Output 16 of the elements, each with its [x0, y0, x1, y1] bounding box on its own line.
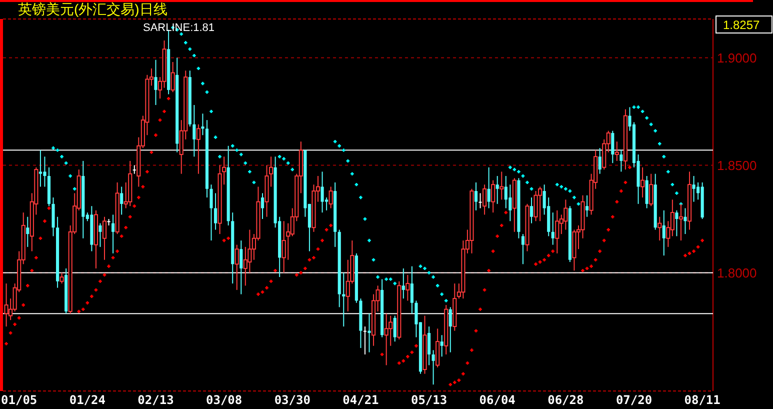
xtick: 05/13	[410, 393, 448, 407]
xtick: 04/21	[342, 393, 379, 407]
xtick: 01/05	[1, 393, 38, 407]
xtick: 02/13	[138, 393, 174, 407]
xtick: 07/20	[616, 393, 652, 407]
ytick: 1.8500	[717, 158, 757, 174]
xtick: 01/24	[69, 393, 106, 407]
ytick: 1.9000	[717, 50, 757, 66]
xtick: 03/30	[274, 393, 310, 407]
xtick: 08/11	[684, 393, 720, 407]
ytick: 1.8000	[717, 266, 757, 281]
xtick: 03/08	[206, 393, 242, 407]
xtick: 06/28	[548, 393, 584, 407]
xtick: 06/04	[479, 393, 516, 407]
title: 英镑美元(外汇交易)日线	[18, 1, 168, 17]
annotation: 1.8257	[723, 18, 760, 32]
